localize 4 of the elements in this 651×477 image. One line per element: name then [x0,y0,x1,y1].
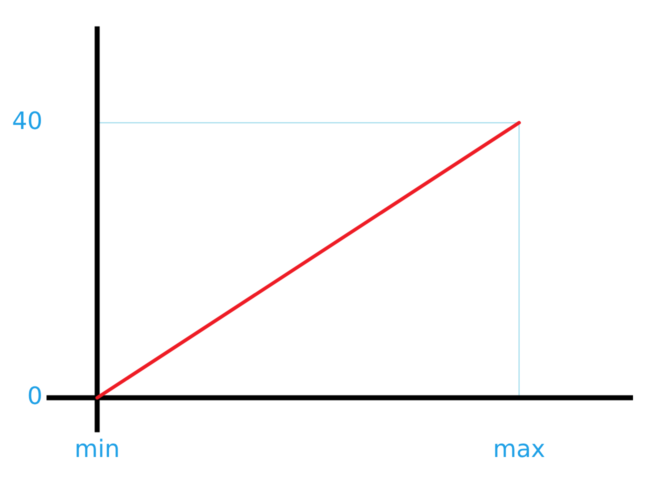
x-tick-label: max [492,434,546,463]
y-tick-label: 40 [12,106,43,135]
x-tick-label: min [74,434,120,463]
y-tick-label: 0 [27,382,43,410]
